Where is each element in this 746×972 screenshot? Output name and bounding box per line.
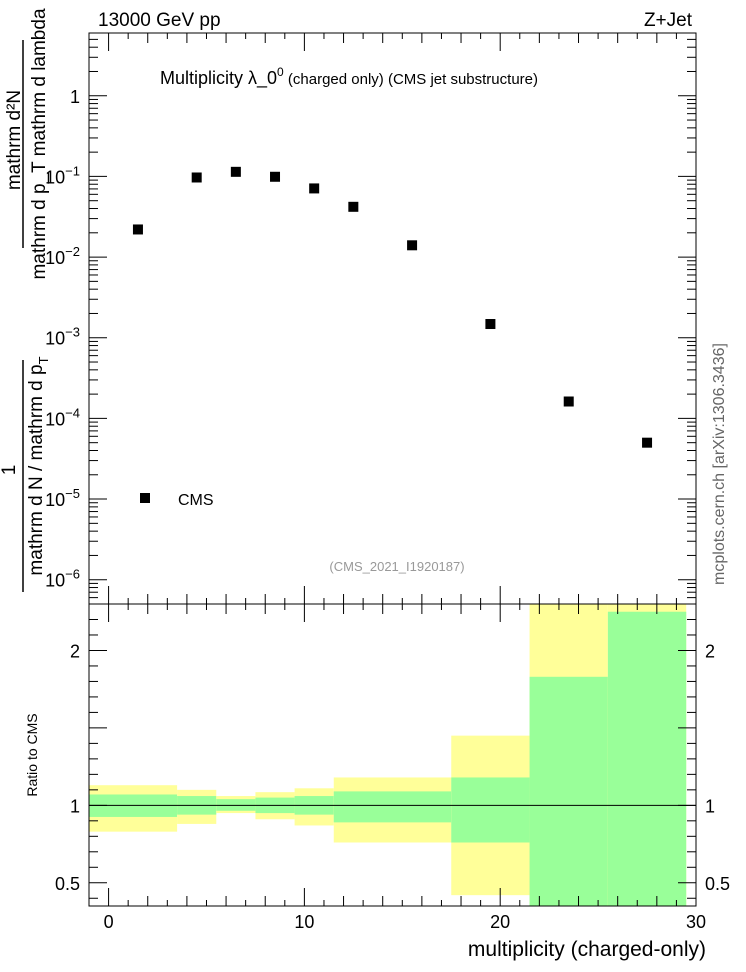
ratio-y-tick-label-right: 0.5 [705,874,730,894]
cms-data-points [132,166,653,448]
data-point [191,172,202,183]
ratio-x-tick-labels: 0 10 20 30 [104,912,706,932]
data-point [642,437,653,448]
legend-marker-cms [140,493,150,503]
ratio-y-tick-label: 0.5 [55,874,80,894]
main-y-tick-label: 10−5 [45,486,80,510]
main-y-tick-label: 10−6 [45,567,80,591]
data-point [348,201,359,212]
main-y-axis-label: mathrm d²N mathrm d p_T mathrm d lambda … [0,8,51,592]
main-y-ticks [89,32,696,605]
x-tick-label: 20 [490,912,510,932]
ratio-ticks [88,603,697,906]
ratio-y-tick-labels: 0.5 0.5 1 1 2 2 [55,641,730,893]
ratio-y-axis-label: Ratio to CMS [24,713,40,796]
main-y-tick-label: 10−1 [45,163,80,187]
ylabel-lower: mathrm d N / mathrm d pT [26,356,51,575]
ratio-y-tick-label-right: 1 [705,796,715,816]
ratio-inner-band [333,791,452,823]
main-plot-frame [88,32,697,605]
main-y-tick-label: 10−4 [45,405,80,429]
data-point [563,396,574,407]
main-x-ticks [88,33,697,604]
side-label: mcplots.cern.ch [arXiv:1306.3436] [711,343,728,585]
data-point [132,224,143,235]
ratio-y-tick-label: 1 [70,796,80,816]
x-tick-label: 0 [104,912,114,932]
legend: CMS [140,492,214,509]
main-title-superscript: 0 [277,65,284,79]
ratio-inner-band [607,611,687,906]
legend-label-cms: CMS [178,492,214,509]
data-point [485,319,496,330]
main-y-tick-label: 10−3 [45,325,80,349]
x-axis-label: multiplicity (charged-only) [468,938,706,961]
data-point [407,240,418,251]
ylabel-prefix: 1 [0,465,20,476]
x-tick-label: 30 [686,912,706,932]
data-point [230,166,241,177]
data-point [309,183,320,194]
ratio-plot-frame [88,603,697,907]
ratio-inner-band [529,676,608,906]
main-y-tick-labels: 1 10−1 10−2 10−3 10−4 10−5 10−6 [45,87,80,591]
ratio-inner-band [451,777,530,843]
energy-label: 13000 GeV pp [98,10,221,31]
main-y-tick-label: 10−2 [45,244,80,268]
data-point [270,171,281,182]
main-y-tick-label: 1 [70,87,80,107]
main-plot-title: Multiplicity λ_00 (charged only) (CMS je… [160,65,538,89]
ratio-y-tick-label: 2 [70,641,80,661]
ratio-y-tick-label-right: 2 [705,641,715,661]
main-title-suffix: (charged only) (CMS jet substructure) [284,71,538,88]
analysis-watermark: (CMS_2021_I1920187) [329,559,464,574]
ylabel-denominator: mathrm d p_T mathrm d lambda [29,8,50,279]
main-title-text: Multiplicity λ_0 [160,68,277,89]
ylabel-numerator: mathrm d²N [4,90,25,190]
process-label: Z+Jet [644,10,693,31]
x-tick-label: 10 [294,912,314,932]
ratio-uncertainty-bands [89,604,687,906]
